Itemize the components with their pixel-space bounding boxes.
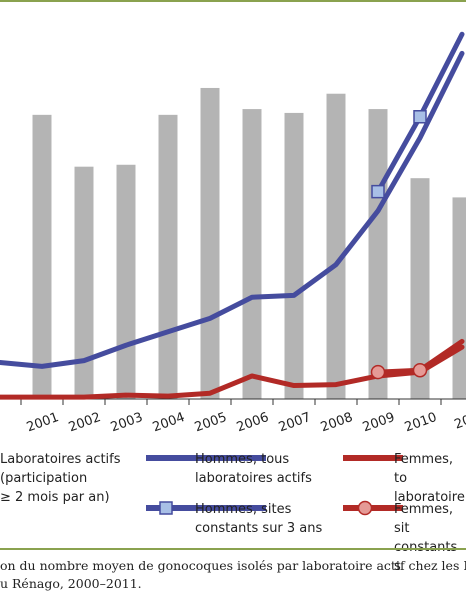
circle-marker-icon	[357, 500, 373, 516]
lines-layer	[0, 31, 465, 400]
x-tick-label-2008: 2008	[319, 410, 355, 435]
x-tick-label-2010: 2010	[403, 410, 439, 435]
circle-marker-2009	[370, 364, 386, 380]
x-tick-label-2001: 2001	[25, 410, 61, 435]
bar-2011	[452, 197, 466, 399]
legend-women-const-swatch	[343, 500, 403, 516]
series-line-2	[0, 344, 465, 400]
legend-men-const-label: Hommes, sites constants sur 3 ans	[195, 500, 322, 538]
legend-women-const-label: Femmes, sit constants s	[394, 500, 466, 576]
x-tick-label-2006: 2006	[235, 410, 271, 435]
square-marker-2009	[371, 184, 385, 199]
legend-women-const-line-1: Femmes, sit	[394, 502, 453, 536]
bar-2008	[326, 93, 346, 399]
legend-bars-line-1: Laboratoires actifs	[0, 452, 121, 467]
legend-bars-label: Laboratoires actifs (participation ≥ 2 m…	[0, 450, 121, 507]
labels-layer: 2001 2002 2003 2004 2005 2006 2007 2008 2009 2010…	[25, 410, 466, 435]
legend-men-all-line-2: laboratoires actifs	[195, 471, 312, 486]
legend-men-const-line-2: constants sur 3 ans	[195, 521, 323, 536]
x-tick-label-2002: 2002	[67, 410, 103, 435]
legend-men-const-line-1: Hommes, sites	[195, 502, 292, 517]
x-tick-label-20: 20	[452, 413, 466, 433]
x-tick-label-2005: 2005	[193, 410, 229, 435]
legend-men-all-label: Hommes, tous laboratoires actifs	[195, 450, 312, 488]
bar-2002	[74, 166, 94, 399]
caption-line-1: on du nombre moyen de gonocoques isolés …	[0, 558, 466, 573]
legend-women-all-swatch	[343, 455, 403, 461]
legend-men-const-swatch	[146, 501, 266, 515]
x-tick-label-2003: 2003	[109, 410, 145, 435]
legend-bars-line-2: (participation	[0, 471, 88, 486]
legend-women-const-line-2: constants s	[394, 540, 457, 574]
ticks-layer	[20, 399, 442, 405]
legend-men-all-line-1: Hommes, tous	[195, 452, 290, 467]
top-border	[0, 0, 466, 2]
x-tick-label-2007: 2007	[277, 410, 313, 435]
bar-2001	[32, 114, 52, 399]
bar-2004	[158, 114, 178, 399]
bar-2003	[116, 164, 136, 399]
legend-bars-line-3: ≥ 2 mois par an)	[0, 490, 110, 505]
x-tick-label-2009: 2009	[361, 410, 397, 435]
bars-layer	[32, 87, 466, 400]
circle-marker-2010	[412, 362, 428, 378]
bar-2010	[410, 178, 430, 399]
legend-men-all-swatch	[146, 455, 266, 461]
legend-women-all-line-1: Femmes, to	[394, 452, 453, 486]
caption-divider	[0, 548, 466, 550]
legend-women-all-label: Femmes, to laboratoire	[394, 450, 466, 507]
x-tick-label-2004: 2004	[151, 410, 187, 435]
bar-2007	[284, 112, 304, 400]
legend-women-all-line-2: laboratoire	[394, 490, 465, 505]
caption-line-2: u Rénago, 2000–2011.	[0, 576, 142, 591]
square-marker-icon	[159, 501, 173, 515]
bar-2005	[200, 87, 220, 400]
chart: 2001 2002 2003 2004 2005 2006 2007 2008 2009 2010…	[0, 31, 466, 435]
series-line-0	[0, 50, 465, 369]
bar-2006	[242, 109, 262, 399]
bar-2009	[368, 109, 388, 399]
square-marker-2010	[413, 110, 427, 124]
